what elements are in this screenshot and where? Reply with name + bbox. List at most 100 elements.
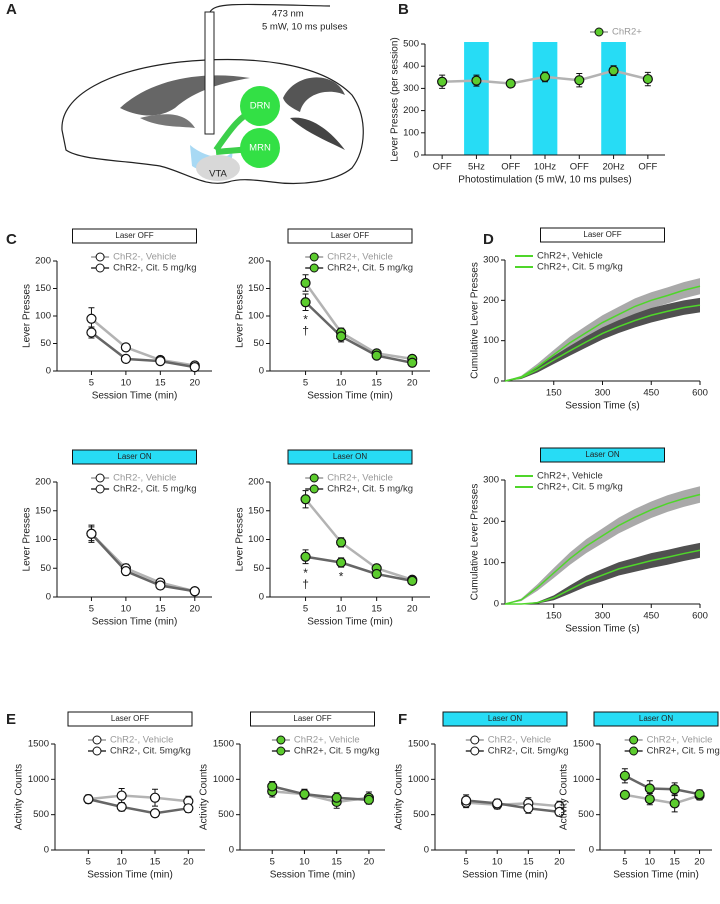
y-tick-label: 1000 (573, 774, 594, 785)
annotation: † (302, 577, 309, 591)
y-tick-label: 1000 (408, 774, 429, 785)
laser-header: Laser OFF (331, 231, 369, 240)
y-axis-label: Lever Presses (22, 508, 33, 572)
legend-label: ChR2+, Cit. 5 mg/kg (647, 746, 720, 757)
marker (363, 794, 374, 805)
marker (149, 792, 161, 803)
marker (86, 327, 97, 338)
marker (371, 568, 382, 580)
legend-marker (92, 735, 102, 745)
marker (492, 798, 503, 809)
legend-marker (629, 735, 639, 745)
laser-header: Laser ON (333, 452, 367, 461)
series-line (465, 799, 560, 814)
y-tick-label: 100 (35, 534, 51, 545)
y-tick-label: 0 (494, 599, 499, 610)
x-tick-label: 15 (669, 857, 680, 868)
x-tick-label: 5 (270, 857, 275, 868)
vta-label: VTA (209, 169, 227, 180)
legend-label: ChR2-, Vehicle (110, 735, 173, 746)
x-axis-label: Session Time (s) (565, 401, 639, 412)
y-tick-label: 200 (483, 516, 499, 527)
y-tick-label: 100 (483, 335, 499, 346)
mrn-label: MRN (249, 143, 271, 154)
marker (86, 528, 97, 539)
marker (83, 794, 94, 805)
legend-marker (309, 473, 319, 483)
x-tick-label: 10Hz (534, 162, 556, 173)
x-tick-label: 5 (463, 857, 468, 868)
y-tick-label: 150 (35, 505, 51, 516)
marker (299, 789, 310, 800)
legend-marker (95, 263, 105, 273)
marker (574, 75, 585, 86)
y-tick-label: 200 (248, 477, 264, 488)
y-tick-label: 0 (494, 376, 499, 387)
y-axis-label: Cumulative Lever Presses (470, 262, 481, 379)
marker (644, 783, 655, 794)
y-tick-label: 0 (44, 845, 49, 856)
x-axis-label: Session Time (min) (307, 617, 393, 628)
legend-marker (95, 252, 105, 262)
y-tick-label: 500 (33, 809, 49, 820)
x-tick-label: 15 (523, 857, 534, 868)
series-line (90, 331, 195, 369)
x-tick-label: 15 (371, 378, 382, 389)
x-tick-label: 15 (150, 857, 161, 868)
x-tick-label: 20 (189, 604, 200, 615)
x-tick-label: 5 (303, 378, 308, 389)
y-tick-label: 100 (35, 311, 51, 322)
brain-structure (140, 114, 195, 128)
x-tick-label: 300 (595, 611, 611, 622)
y-tick-label: 1500 (28, 739, 49, 750)
x-tick-label: OFF (638, 162, 657, 173)
annotation: * (303, 566, 308, 580)
series-line (505, 549, 701, 605)
legend-marker (276, 746, 286, 756)
legend-marker (470, 746, 480, 756)
y-tick-label: 1000 (28, 774, 49, 785)
marker (300, 551, 311, 562)
y-tick-label: 100 (248, 311, 264, 322)
marker (149, 808, 161, 819)
x-tick-label: 20 (694, 857, 705, 868)
marker (120, 566, 131, 577)
marker (300, 277, 311, 289)
marker (669, 784, 680, 795)
x-tick-label: 15 (371, 604, 382, 615)
x-tick-label: 15 (155, 378, 166, 389)
x-tick-label: 600 (692, 611, 708, 622)
laser-header-box (67, 711, 193, 727)
x-tick-label: 300 (595, 388, 611, 399)
laser-header: Laser ON (488, 714, 522, 723)
drn-label: DRN (250, 101, 271, 112)
optic-fiber (204, 11, 215, 135)
x-tick-label: 5 (303, 604, 308, 615)
y-axis-label: Activity Counts (559, 764, 570, 830)
marker (461, 795, 472, 806)
y-tick-label: 50 (40, 338, 51, 349)
legend-label: ChR2+, Vehicle (294, 735, 360, 746)
legend-label: ChR2-, Vehicle (113, 252, 176, 263)
y-tick-label: 500 (403, 39, 419, 50)
x-tick-label: 10 (299, 857, 310, 868)
marker (86, 313, 97, 324)
y-tick-label: 0 (589, 845, 594, 856)
legend-marker (276, 735, 286, 745)
marker (300, 297, 311, 308)
series-line (466, 801, 560, 808)
series-line (504, 285, 701, 382)
error-band (505, 486, 700, 604)
x-axis-label: Session Time (min) (92, 617, 178, 628)
laser-params: 5 mW, 10 ms pulses (262, 22, 348, 33)
marker (189, 362, 200, 373)
legend-label: ChR2-, Cit. 5 mg/kg (113, 263, 196, 274)
x-tick-label: 10 (336, 378, 347, 389)
y-tick-label: 500 (413, 809, 429, 820)
fiber-cable (209, 3, 331, 13)
x-tick-label: 20 (183, 857, 194, 868)
panel-letter: C (6, 231, 17, 248)
legend-marker (629, 746, 639, 756)
series-line (271, 785, 369, 802)
x-axis-label: Session Time (min) (270, 870, 356, 881)
